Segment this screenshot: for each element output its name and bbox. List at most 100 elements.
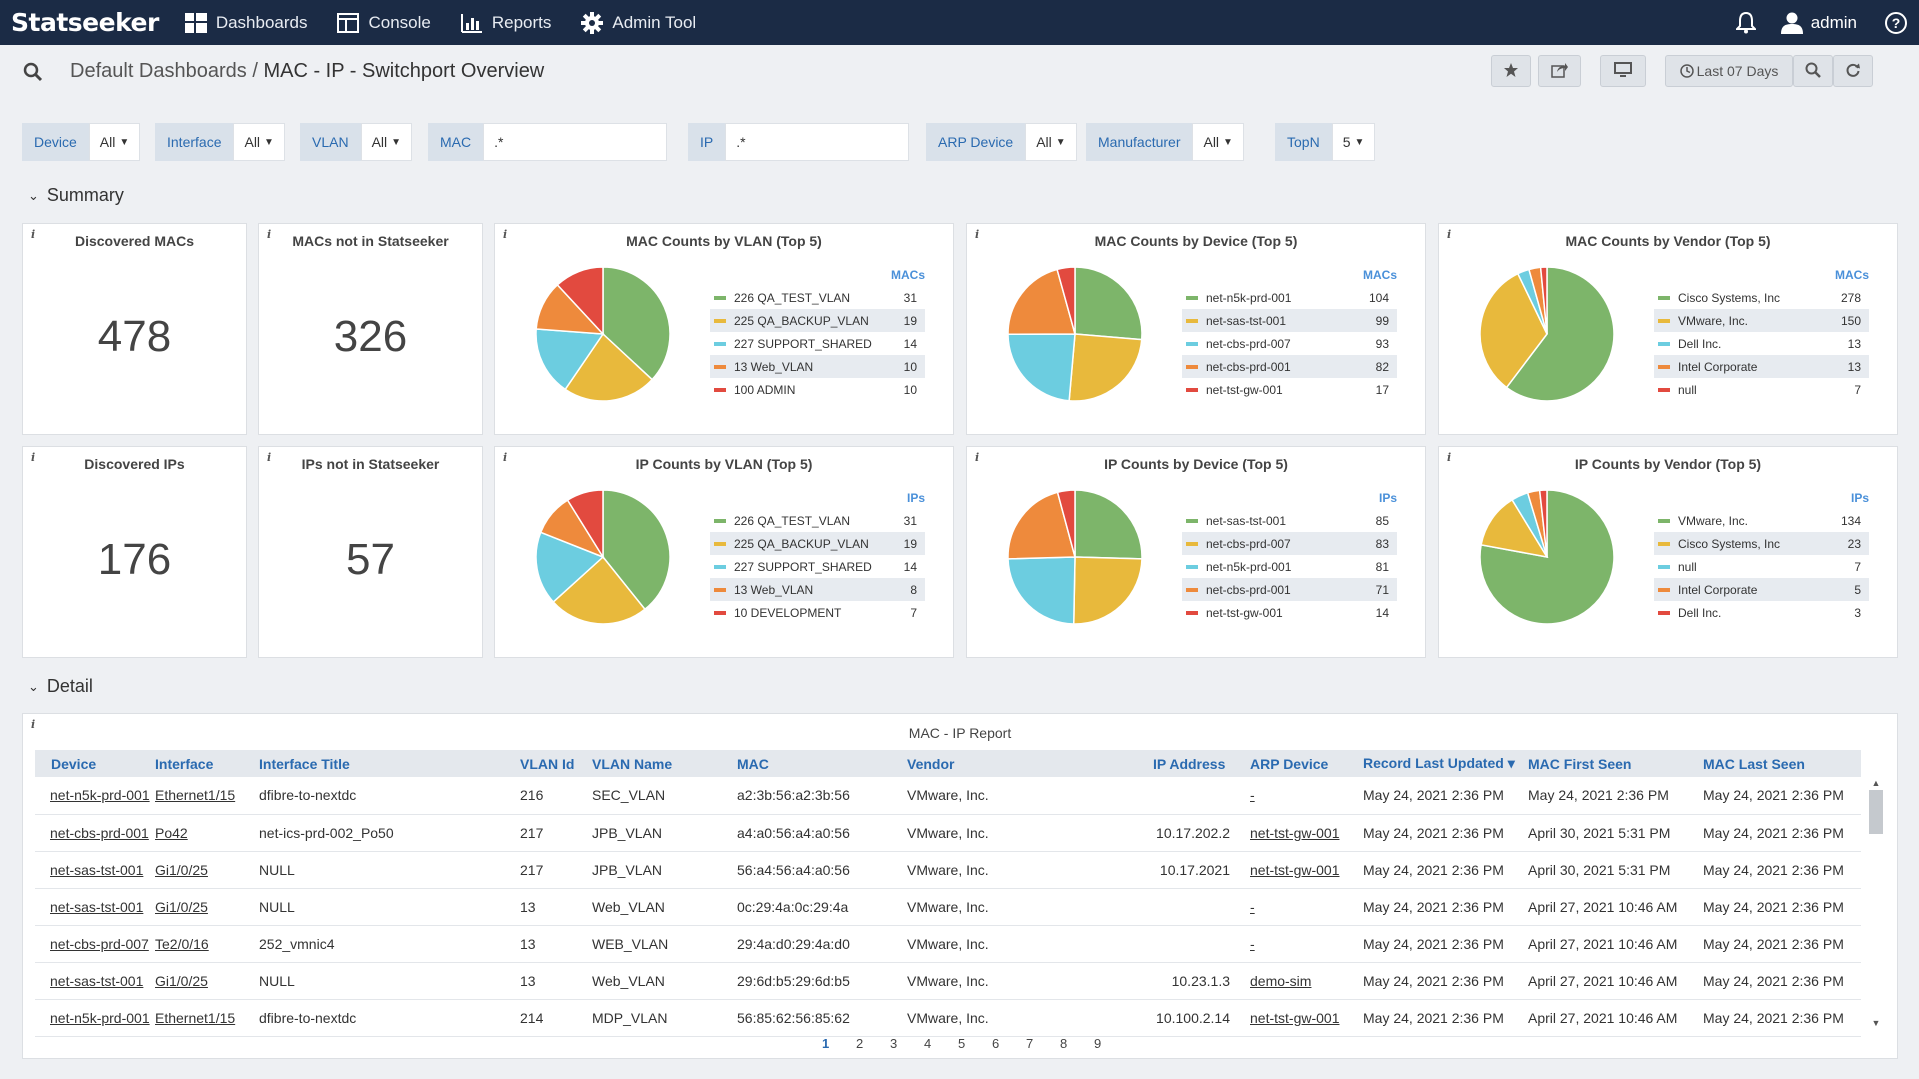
legend-item[interactable]: 226 QA_TEST_VLAN 31	[710, 509, 925, 532]
legend-item[interactable]: net-tst-gw-001 14	[1182, 601, 1397, 624]
filter-mac-input[interactable]: .*	[483, 123, 668, 161]
page-link[interactable]: 5	[958, 1036, 966, 1051]
legend-item[interactable]: null 7	[1654, 378, 1869, 401]
legend-item[interactable]: VMware, Inc. 134	[1654, 509, 1869, 532]
table-cell-link[interactable]: net-sas-tst-001	[50, 898, 144, 915]
legend-item[interactable]: 227 SUPPORT_SHARED 14	[710, 555, 925, 578]
page-link[interactable]: 9	[1094, 1036, 1102, 1051]
legend-item[interactable]: 100 ADMIN 10	[710, 378, 925, 401]
search-icon[interactable]	[23, 62, 43, 82]
table-cell-link[interactable]: net-tst-gw-001	[1250, 1009, 1340, 1026]
table-scrollbar[interactable]: ▲ ▼	[1869, 778, 1883, 1028]
table-cell-link[interactable]: -	[1250, 898, 1255, 915]
legend-item[interactable]: net-sas-tst-001 85	[1182, 509, 1397, 532]
help-icon[interactable]: ?	[1885, 11, 1907, 34]
column-header[interactable]: MAC Last Seen	[1703, 750, 1861, 777]
pie-slice[interactable]	[1480, 498, 1549, 559]
legend-item[interactable]: 226 QA_TEST_VLAN 31	[710, 286, 925, 309]
table-cell-link[interactable]: net-cbs-prd-001	[50, 824, 149, 841]
column-header[interactable]: MAC	[737, 750, 907, 777]
favorite-button[interactable]	[1491, 55, 1531, 87]
page-link[interactable]: 3	[890, 1036, 898, 1051]
statseeker-logo[interactable]: Statseeker	[11, 8, 159, 37]
column-header[interactable]: Vendor	[907, 750, 1153, 777]
page-link[interactable]: 8	[1060, 1036, 1068, 1051]
table-cell-link[interactable]: Gi1/0/25	[155, 972, 208, 989]
pie-slice[interactable]	[1007, 556, 1076, 625]
legend-item[interactable]: Dell Inc. 13	[1654, 332, 1869, 355]
scroll-up-icon[interactable]: ▲	[1871, 778, 1881, 788]
legend-item[interactable]: 13 Web_VLAN 8	[710, 578, 925, 601]
pie-slice[interactable]	[556, 266, 604, 336]
page-link[interactable]: 6	[992, 1036, 1000, 1051]
info-icon[interactable]: i	[31, 451, 36, 464]
info-icon[interactable]: i	[1447, 228, 1452, 241]
legend-item[interactable]: net-n5k-prd-001 104	[1182, 286, 1397, 309]
table-cell-link[interactable]: Ethernet1/15	[155, 1009, 236, 1026]
legend-item[interactable]: 10 DEVELOPMENT 7	[710, 601, 925, 624]
column-header[interactable]: IP Address	[1153, 750, 1250, 777]
legend-item[interactable]: net-cbs-prd-001 82	[1182, 355, 1397, 378]
pie-slice[interactable]	[535, 531, 605, 604]
legend-item[interactable]: 227 SUPPORT_SHARED 14	[710, 332, 925, 355]
info-icon[interactable]: i	[975, 228, 980, 241]
column-header[interactable]: Interface Title	[259, 750, 520, 777]
column-header[interactable]: Interface	[155, 750, 259, 777]
legend-item[interactable]: net-cbs-prd-001 71	[1182, 578, 1397, 601]
filter-arp-device-select[interactable]: All ▼	[1025, 123, 1077, 161]
legend-item[interactable]: net-sas-tst-001 99	[1182, 309, 1397, 332]
info-icon[interactable]: i	[31, 718, 36, 731]
column-header[interactable]: MAC First Seen	[1528, 750, 1703, 777]
table-cell-link[interactable]: Gi1/0/25	[155, 898, 208, 915]
legend-item[interactable]: Dell Inc. 3	[1654, 601, 1869, 624]
table-cell-link[interactable]: Ethernet1/15	[155, 787, 236, 804]
nav-dashboards[interactable]: Dashboards	[184, 12, 307, 33]
pie-slice[interactable]	[1074, 266, 1143, 341]
page-link[interactable]: 7	[1026, 1036, 1034, 1051]
display-mode-button[interactable]	[1600, 55, 1646, 87]
legend-item[interactable]: null 7	[1654, 555, 1869, 578]
table-cell-link[interactable]: net-sas-tst-001	[50, 972, 144, 989]
info-icon[interactable]: i	[503, 451, 508, 464]
page-link[interactable]: 2	[856, 1036, 864, 1051]
table-cell-link[interactable]: demo-sim	[1250, 972, 1312, 989]
breadcrumb-parent[interactable]: Default Dashboards	[70, 60, 247, 82]
filter-ip-input[interactable]: .*	[725, 123, 910, 161]
pie-slice[interactable]	[1007, 491, 1076, 560]
column-header[interactable]: Device	[35, 750, 155, 777]
pie-slice[interactable]	[1007, 333, 1076, 402]
time-range-button[interactable]: Last 07 Days	[1665, 55, 1793, 87]
legend-item[interactable]: net-cbs-prd-007 83	[1182, 532, 1397, 555]
legend-item[interactable]: Cisco Systems, Inc 278	[1654, 286, 1869, 309]
pie-slice[interactable]	[1479, 489, 1615, 625]
pie-slice[interactable]	[1072, 556, 1143, 625]
filter-device-select[interactable]: All ▼	[88, 123, 141, 161]
table-cell-link[interactable]: net-n5k-prd-001	[50, 1009, 150, 1026]
nav-reports[interactable]: Reports	[460, 13, 551, 33]
filter-vlan-select[interactable]: All ▼	[360, 123, 413, 161]
pie-slice[interactable]	[1505, 266, 1615, 402]
legend-item[interactable]: net-n5k-prd-001 81	[1182, 555, 1397, 578]
pie-slice[interactable]	[564, 332, 654, 402]
legend-item[interactable]: Intel Corporate 13	[1654, 355, 1869, 378]
pie-slice[interactable]	[1479, 272, 1548, 389]
table-cell-link[interactable]: -	[1250, 935, 1255, 952]
bell-icon[interactable]	[1735, 11, 1756, 34]
pie-slice[interactable]	[1056, 489, 1076, 558]
legend-item[interactable]: VMware, Inc. 150	[1654, 309, 1869, 332]
table-row[interactable]: net-sas-tst-001 Gi1/0/25 NULL 217 JPB_VLAN 56…	[35, 851, 1861, 889]
pie-slice[interactable]	[1074, 489, 1143, 560]
legend-item[interactable]: 13 Web_VLAN 10	[710, 355, 925, 378]
pie-slice[interactable]	[535, 328, 605, 391]
table-row[interactable]: net-n5k-prd-001 Ethernet1/15 dfibre-to-nex…	[35, 999, 1861, 1037]
column-header[interactable]: ARP Device	[1250, 750, 1363, 777]
table-cell-link[interactable]: Po42	[155, 824, 188, 841]
user-menu[interactable]: admin	[1780, 12, 1857, 34]
pie-slice[interactable]	[552, 555, 646, 625]
table-cell-link[interactable]: net-cbs-prd-007	[50, 935, 149, 952]
info-icon[interactable]: i	[267, 228, 272, 241]
refresh-button[interactable]	[1833, 55, 1873, 87]
info-icon[interactable]: i	[503, 228, 508, 241]
scroll-thumb[interactable]	[1869, 790, 1883, 834]
table-row[interactable]: net-cbs-prd-007 Te2/0/16 252_vmnic4 13 WEB_V…	[35, 925, 1861, 963]
